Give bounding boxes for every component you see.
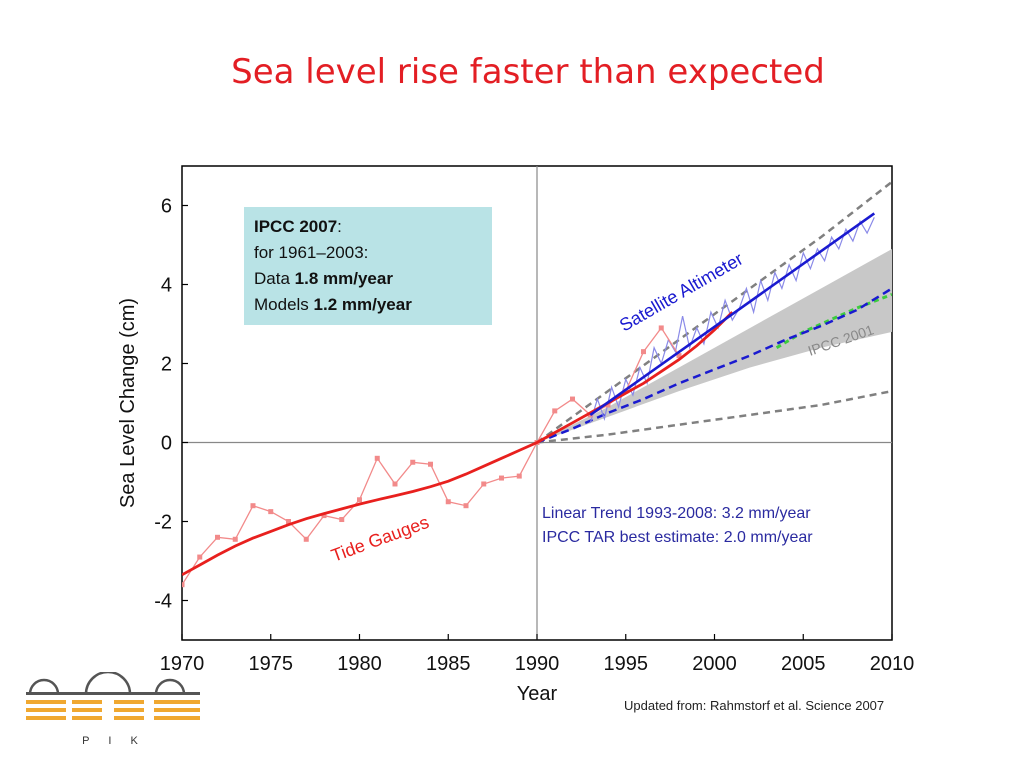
- tide-gauge-point: [676, 353, 682, 359]
- infobox-title: IPCC 2007:: [254, 217, 342, 236]
- tide-gauge-point: [286, 519, 291, 524]
- infobox-period: for 1961–2003:: [254, 243, 368, 262]
- ipcc-2001-band: [537, 248, 892, 443]
- x-tick-label: 1995: [604, 653, 649, 675]
- tide-gauge-point: [268, 509, 274, 515]
- tide-gauge-point: [481, 481, 487, 487]
- tide-gauge-point: [374, 455, 380, 461]
- tide-gauge-point: [392, 481, 398, 487]
- tide-gauge-point: [410, 459, 416, 465]
- x-axis-label: Year: [517, 683, 558, 705]
- tide-gauge-point: [303, 536, 309, 542]
- tide-gauge-point: [250, 503, 256, 509]
- ipcc-2007-infobox: [244, 207, 492, 325]
- tide-gauge-point: [552, 408, 558, 414]
- x-tick-label: 1985: [426, 653, 471, 675]
- tide-gauge-point: [570, 396, 575, 402]
- tide-gauge-point: [605, 402, 611, 408]
- x-tick-label: 2010: [870, 653, 915, 675]
- tide-gauge-point: [339, 517, 345, 523]
- tide-gauge-point: [499, 475, 504, 481]
- x-tick-label: 1990: [515, 653, 560, 675]
- tide-gauge-point: [182, 582, 185, 588]
- ipcc-tar-estimate-text: IPCC TAR best estimate: 2.0 mm/year: [542, 529, 813, 546]
- y-tick-label: 6: [161, 196, 172, 218]
- x-tick-label: 2000: [692, 653, 737, 675]
- satellite-trend-line: [589, 212, 876, 416]
- y-tick-label: 2: [161, 354, 172, 376]
- tide-gauge-point: [658, 325, 664, 331]
- x-tick-label: 2005: [781, 653, 826, 675]
- tide-gauge-point: [516, 473, 522, 479]
- x-tick-label: 1970: [160, 653, 205, 675]
- x-tick-label: 1980: [337, 653, 382, 675]
- slide-title: Sea level rise faster than expected: [231, 52, 825, 92]
- tide-gauge-point: [463, 503, 469, 509]
- tide-gauge-point: [215, 534, 220, 540]
- pik-logo-text: P I K: [82, 735, 146, 747]
- linear-trend-text: Linear Trend 1993-2008: 3.2 mm/year: [542, 505, 811, 522]
- y-tick-label: 4: [161, 275, 172, 297]
- y-tick-label: 0: [161, 433, 172, 455]
- tide-gauge-point: [357, 497, 362, 503]
- y-tick-label: -4: [154, 591, 172, 613]
- tide-gauge-point: [445, 499, 451, 505]
- infobox-data-rate: Data 1.8 mm/year: [254, 269, 393, 288]
- infobox-models-rate: Models 1.2 mm/year: [254, 295, 412, 314]
- tide-gauge-point: [321, 513, 327, 519]
- pik-logo: P I K: [26, 672, 200, 747]
- ipcc-upper-bound-line: [536, 180, 892, 444]
- y-tick-label: -2: [154, 512, 172, 534]
- tide-gauge-point: [428, 461, 433, 467]
- source-note: Updated from: Rahmstorf et al. Science 2…: [624, 698, 885, 713]
- tide-gauge-point: [232, 536, 238, 542]
- y-axis-label: Sea Level Change (cm): [117, 298, 139, 508]
- tide-gauge-point: [587, 412, 593, 418]
- x-tick-label: 1975: [249, 653, 294, 675]
- tide-gauge-point: [641, 349, 646, 355]
- satellite-observed-line: [589, 217, 875, 423]
- tide-gauge-trend-line: [182, 311, 734, 577]
- tide-gauge-point: [197, 554, 203, 560]
